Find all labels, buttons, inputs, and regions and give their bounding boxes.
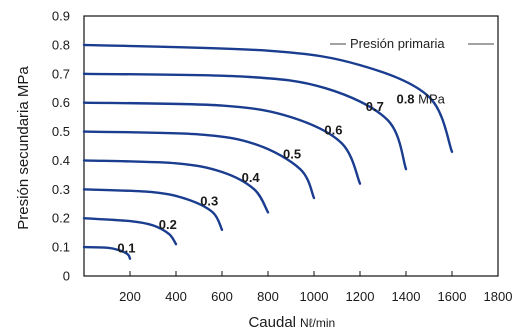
series-curve — [82, 188, 224, 231]
x-tick-label: 1200 — [346, 289, 375, 304]
x-axis-label: Caudal — [248, 314, 296, 331]
annotation-text: Presión primaria — [350, 36, 445, 51]
y-tick-label: 0.7 — [52, 66, 70, 81]
series-curve — [82, 130, 316, 200]
x-tick-label: 600 — [211, 289, 233, 304]
series-curve — [82, 72, 408, 171]
y-tick-label: 0.6 — [52, 95, 70, 110]
series-label: 0.1 — [117, 240, 135, 255]
x-tick-label: 1000 — [300, 289, 329, 304]
x-tick-label: 200 — [119, 289, 141, 304]
series-label: 0.2 — [159, 217, 177, 232]
series-curve — [82, 217, 178, 246]
series-curve — [82, 101, 362, 185]
y-tick-label: 0.9 — [52, 9, 70, 24]
series-label: 0.8 MPa — [396, 92, 445, 107]
x-tick-label: 1400 — [392, 289, 421, 304]
y-tick-label: 0.1 — [52, 240, 70, 255]
x-tick-label: 1600 — [438, 289, 467, 304]
x-tick-label: 400 — [165, 289, 187, 304]
x-tick-labels: 200 400 600 800 1000 1200 1400 1600 1800 — [119, 271, 512, 304]
series-curve — [82, 245, 132, 260]
series-label: 0.4 — [242, 170, 261, 185]
series-curves — [82, 43, 454, 260]
y-tick-label: 0.2 — [52, 211, 70, 226]
series-label: 0.7 — [366, 99, 384, 114]
series-curve — [82, 43, 454, 153]
series-label: 0.5 — [283, 146, 301, 161]
y-tick-label: 0.4 — [52, 153, 70, 168]
y-axis-label: Presión secundaria MPa — [15, 66, 32, 230]
y-tick-label: 0.3 — [52, 182, 70, 197]
x-axis-unit: Nℓ/min — [300, 316, 335, 330]
y-tick-label: 0.5 — [52, 124, 70, 139]
y-tick-label: 0 — [63, 269, 70, 284]
series-label: 0.3 — [200, 193, 218, 208]
series-label: 0.6 — [324, 123, 342, 138]
series-curve — [82, 159, 270, 214]
axes — [83, 15, 499, 277]
y-tick-labels: 0 0.1 0.2 0.3 0.4 0.5 0.6 0.7 0.8 0.9 — [52, 9, 89, 284]
plot-frame — [83, 15, 499, 277]
x-tick-label: 1800 — [484, 289, 513, 304]
series-labels: 0.1 0.2 0.3 0.4 0.5 0.6 0.7 0.8 MPa — [117, 92, 445, 256]
primary-pressure-annotation: Presión primaria — [330, 36, 494, 51]
x-tick-label: 800 — [257, 289, 279, 304]
y-tick-label: 0.8 — [52, 37, 70, 52]
